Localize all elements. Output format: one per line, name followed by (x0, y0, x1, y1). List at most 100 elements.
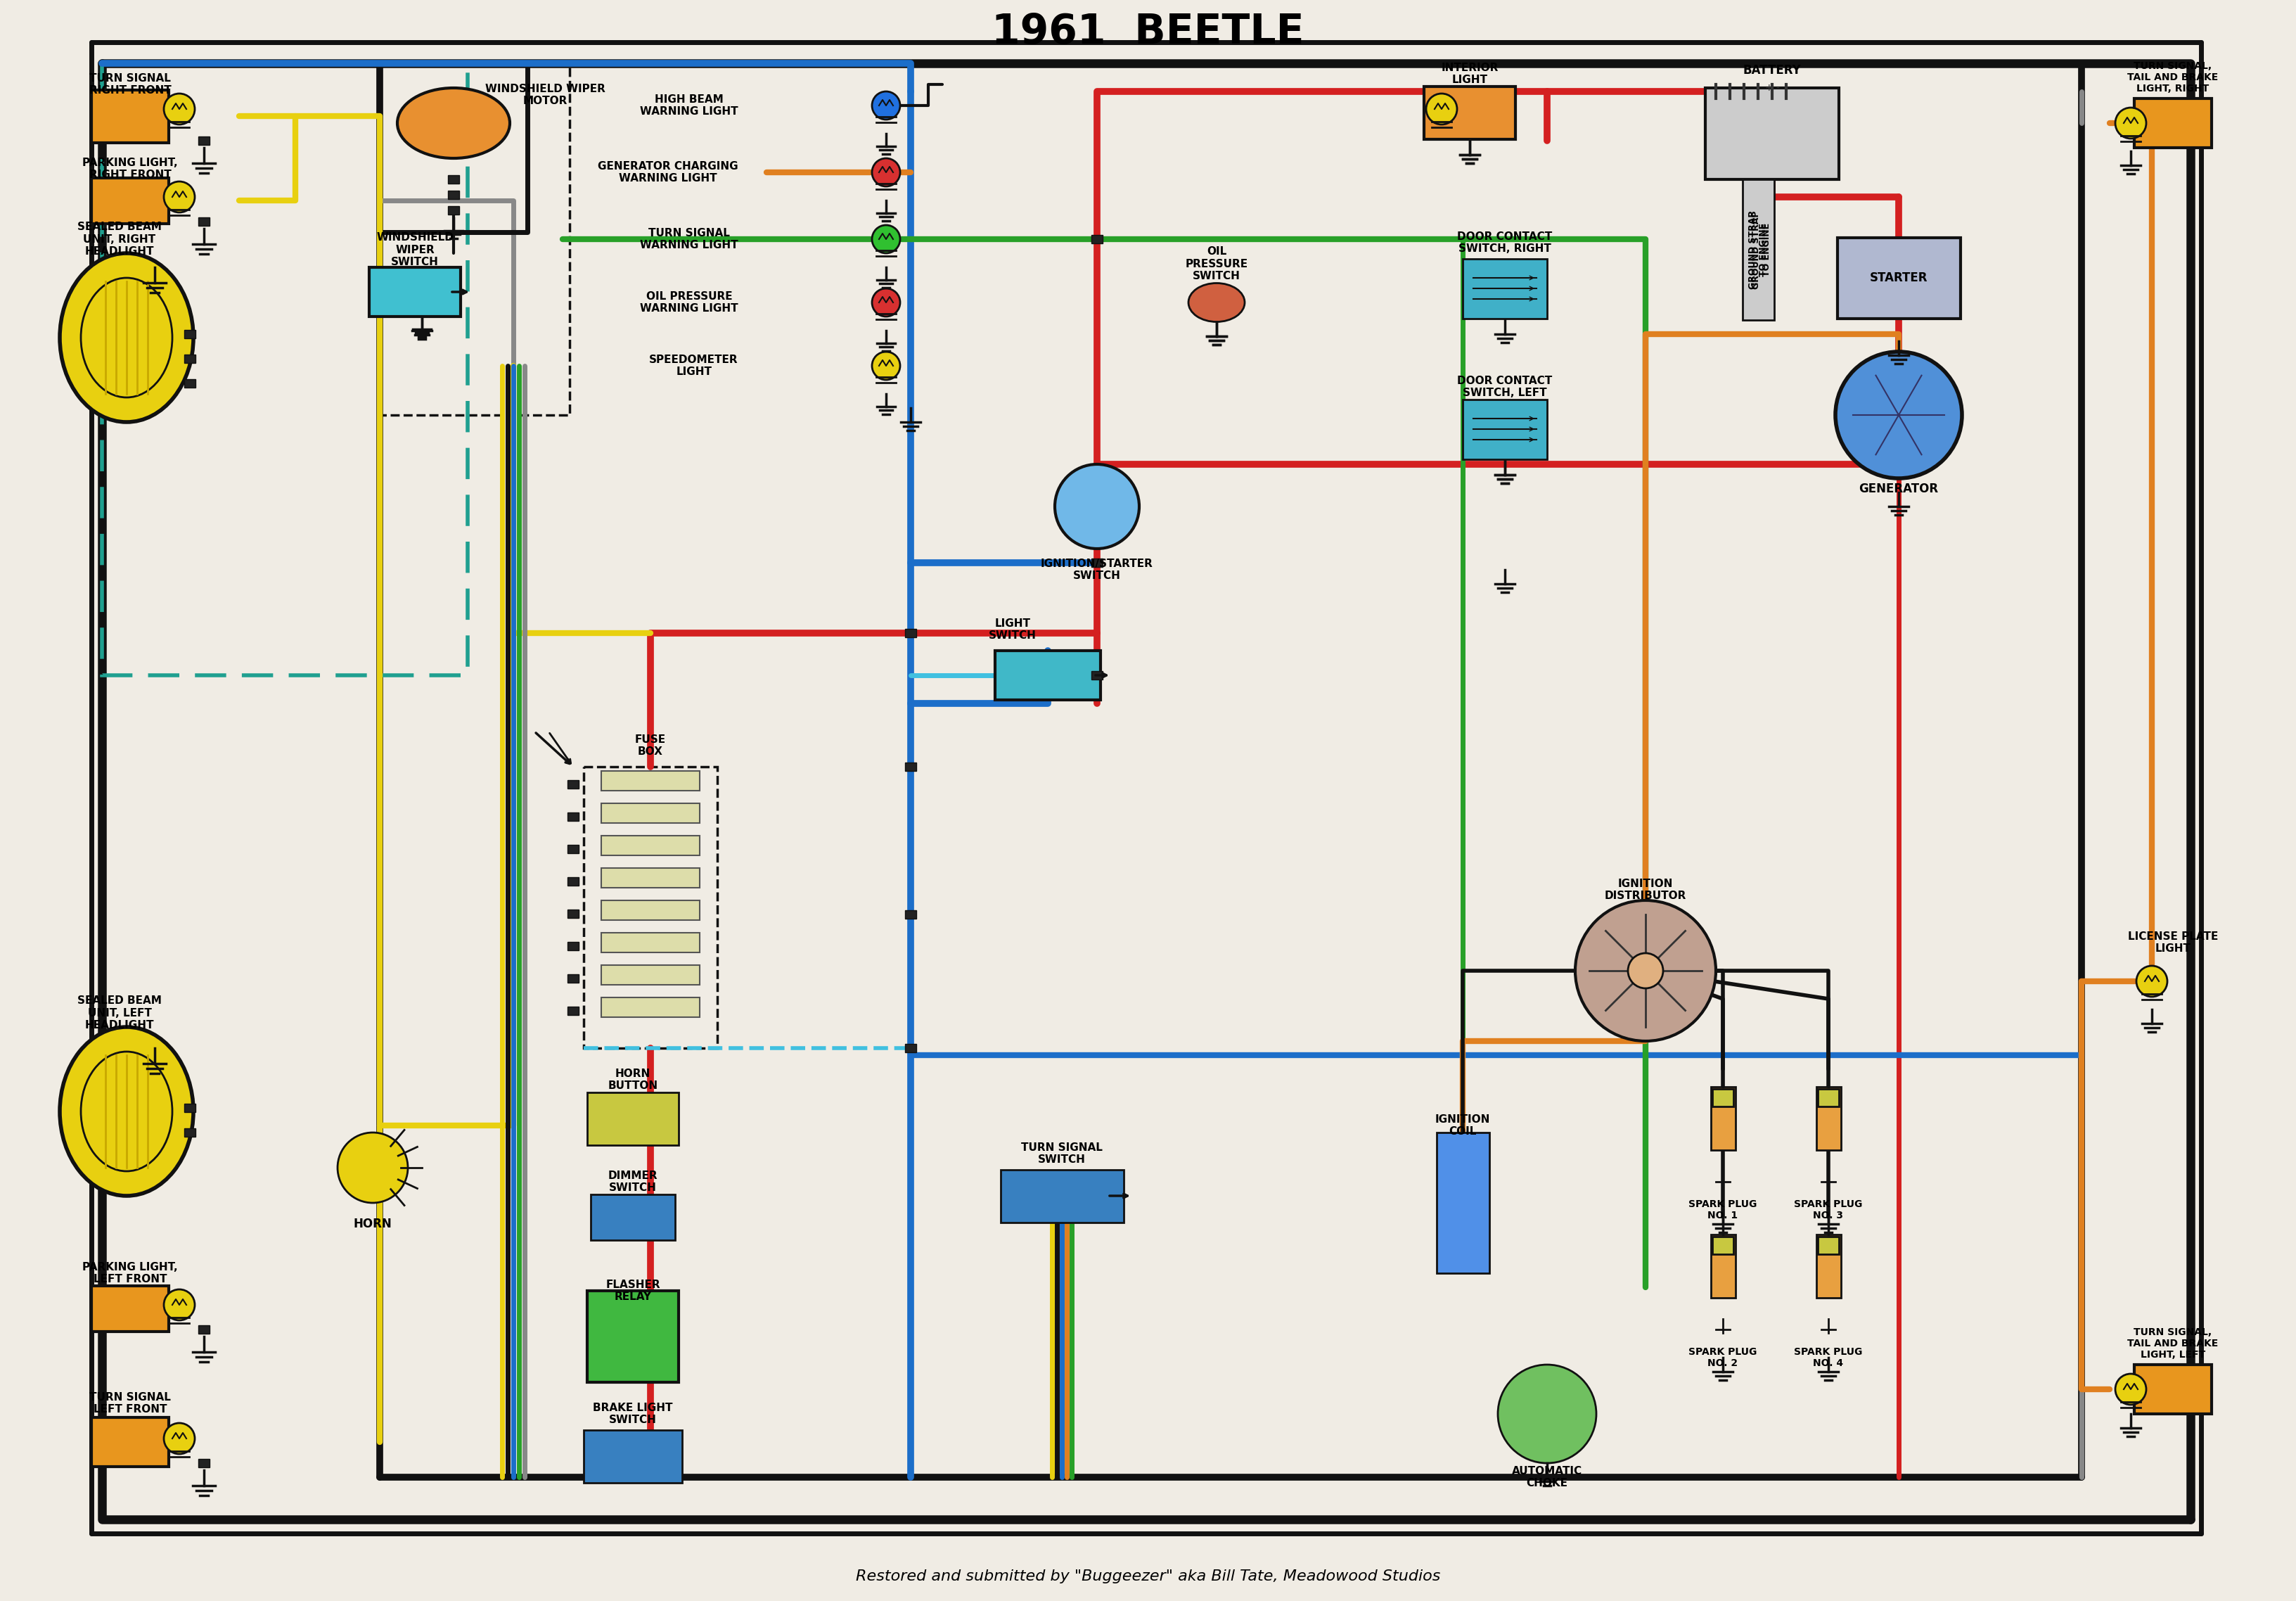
Text: IGNITION
DISTRIBUTOR: IGNITION DISTRIBUTOR (1605, 879, 1688, 901)
Circle shape (338, 1132, 409, 1202)
Bar (2135, 99, 2211, 147)
Bar (448, 207, 459, 215)
Text: PARKING LIGHT,
RIGHT FRONT: PARKING LIGHT, RIGHT FRONT (83, 157, 177, 181)
Bar (567, 975, 579, 983)
Circle shape (872, 91, 900, 120)
Text: AUTOMATIC
CHOKE: AUTOMATIC CHOKE (1511, 1467, 1582, 1489)
Bar (197, 1459, 209, 1468)
Bar (1818, 1089, 1839, 1106)
Bar (1424, 86, 1515, 139)
Bar (602, 868, 700, 887)
Text: + -: + - (1766, 83, 1779, 93)
Bar (994, 650, 1100, 700)
Bar (1463, 399, 1548, 459)
Text: TURN SIGNAL
RIGHT FRONT: TURN SIGNAL RIGHT FRONT (90, 74, 172, 96)
Bar (1711, 1087, 1736, 1150)
Text: GROUND STRAP
TO ENGINE: GROUND STRAP TO ENGINE (1747, 210, 1768, 288)
Text: PARKING LIGHT,
LEFT FRONT: PARKING LIGHT, LEFT FRONT (83, 1262, 177, 1284)
Text: SPARK PLUG
NO. 4: SPARK PLUG NO. 4 (1793, 1346, 1862, 1369)
Text: SPARK PLUG
NO. 1: SPARK PLUG NO. 1 (1688, 1199, 1756, 1220)
Text: TURN SIGNAL,
TAIL AND BRAKE
LIGHT, LEFT: TURN SIGNAL, TAIL AND BRAKE LIGHT, LEFT (2128, 1327, 2218, 1359)
Text: STARTER: STARTER (1869, 272, 1929, 285)
Text: FLASHER
RELAY: FLASHER RELAY (606, 1279, 661, 1302)
Circle shape (2135, 965, 2167, 997)
Bar (1818, 1236, 1839, 1254)
Bar (1091, 671, 1102, 679)
Bar (448, 175, 459, 184)
Text: OIL PRESSURE
WARNING LIGHT: OIL PRESSURE WARNING LIGHT (641, 291, 739, 314)
Bar (184, 330, 195, 338)
Text: SEALED BEAM
UNIT, LEFT
HEADLIGHT: SEALED BEAM UNIT, LEFT HEADLIGHT (78, 996, 161, 1031)
Bar (905, 629, 916, 637)
Text: HORN
BUTTON: HORN BUTTON (608, 1068, 659, 1092)
Text: DOOR CONTACT
SWITCH, RIGHT: DOOR CONTACT SWITCH, RIGHT (1458, 231, 1552, 255)
Text: WINDSHIELD WIPER
MOTOR: WINDSHIELD WIPER MOTOR (484, 83, 606, 106)
Bar (1001, 1169, 1123, 1222)
Bar (1091, 235, 1102, 243)
Ellipse shape (1189, 283, 1244, 322)
Bar (1816, 1234, 1841, 1298)
Bar (602, 933, 700, 953)
Text: OIL
PRESSURE
SWITCH: OIL PRESSURE SWITCH (1185, 247, 1249, 282)
Text: DOOR CONTACT
SWITCH, LEFT: DOOR CONTACT SWITCH, LEFT (1458, 376, 1552, 399)
Bar (567, 909, 579, 917)
Text: HIGH BEAM
WARNING LIGHT: HIGH BEAM WARNING LIGHT (641, 94, 739, 117)
Text: TURN SIGNAL
LEFT FRONT: TURN SIGNAL LEFT FRONT (90, 1391, 170, 1415)
Bar (92, 178, 170, 223)
Bar (197, 218, 209, 226)
Text: TURN SIGNAL
SWITCH: TURN SIGNAL SWITCH (1022, 1142, 1102, 1166)
Text: IGNITION/STARTER
SWITCH: IGNITION/STARTER SWITCH (1040, 559, 1153, 581)
Bar (602, 965, 700, 985)
Circle shape (163, 1423, 195, 1454)
Bar (567, 1007, 579, 1015)
Bar (588, 1092, 680, 1145)
Bar (583, 1430, 682, 1483)
Circle shape (872, 352, 900, 379)
Text: SPEEDOMETER
LIGHT: SPEEDOMETER LIGHT (650, 354, 739, 378)
Text: GENERATOR CHARGING
WARNING LIGHT: GENERATOR CHARGING WARNING LIGHT (597, 162, 739, 184)
Bar (1743, 179, 1775, 320)
Text: SPARK PLUG
NO. 3: SPARK PLUG NO. 3 (1793, 1199, 1862, 1220)
Text: DIMMER
SWITCH: DIMMER SWITCH (608, 1170, 657, 1193)
Bar (567, 877, 579, 885)
Text: SEALED BEAM
UNIT, RIGHT
HEADLIGHT: SEALED BEAM UNIT, RIGHT HEADLIGHT (78, 221, 161, 256)
Bar (905, 911, 916, 919)
Bar (197, 136, 209, 146)
Circle shape (1835, 352, 1963, 479)
Bar (602, 997, 700, 1017)
Circle shape (872, 158, 900, 186)
Bar (1091, 559, 1102, 567)
Ellipse shape (397, 88, 510, 158)
Bar (567, 780, 579, 789)
Bar (184, 354, 195, 363)
Bar (197, 1326, 209, 1334)
Bar (101, 64, 468, 676)
Ellipse shape (60, 1026, 193, 1196)
Text: LICENSE PLATE
LIGHT: LICENSE PLATE LIGHT (2128, 932, 2218, 954)
Bar (184, 379, 195, 387)
Bar (184, 1103, 195, 1113)
Bar (1816, 1087, 1841, 1150)
Circle shape (1054, 464, 1139, 549)
Bar (602, 772, 700, 791)
Text: FUSE
BOX: FUSE BOX (636, 735, 666, 757)
Bar (602, 836, 700, 855)
Bar (92, 90, 170, 142)
Bar (567, 812, 579, 821)
Circle shape (1426, 93, 1458, 125)
Bar (588, 1290, 680, 1382)
Circle shape (1575, 900, 1715, 1041)
Circle shape (163, 93, 195, 125)
Text: HORN: HORN (354, 1218, 393, 1230)
Text: WINDSHIELD
WIPER
SWITCH: WINDSHIELD WIPER SWITCH (377, 232, 455, 267)
Bar (602, 900, 700, 921)
Text: 1961  BEETLE: 1961 BEETLE (992, 11, 1304, 51)
Bar (567, 845, 579, 853)
Bar (92, 1417, 170, 1467)
Circle shape (163, 1289, 195, 1321)
Bar (1711, 1234, 1736, 1298)
Bar (567, 941, 579, 951)
Text: TURN SIGNAL
WARNING LIGHT: TURN SIGNAL WARNING LIGHT (641, 227, 739, 251)
Circle shape (872, 288, 900, 317)
Text: SPARK PLUG
NO. 2: SPARK PLUG NO. 2 (1688, 1346, 1756, 1369)
